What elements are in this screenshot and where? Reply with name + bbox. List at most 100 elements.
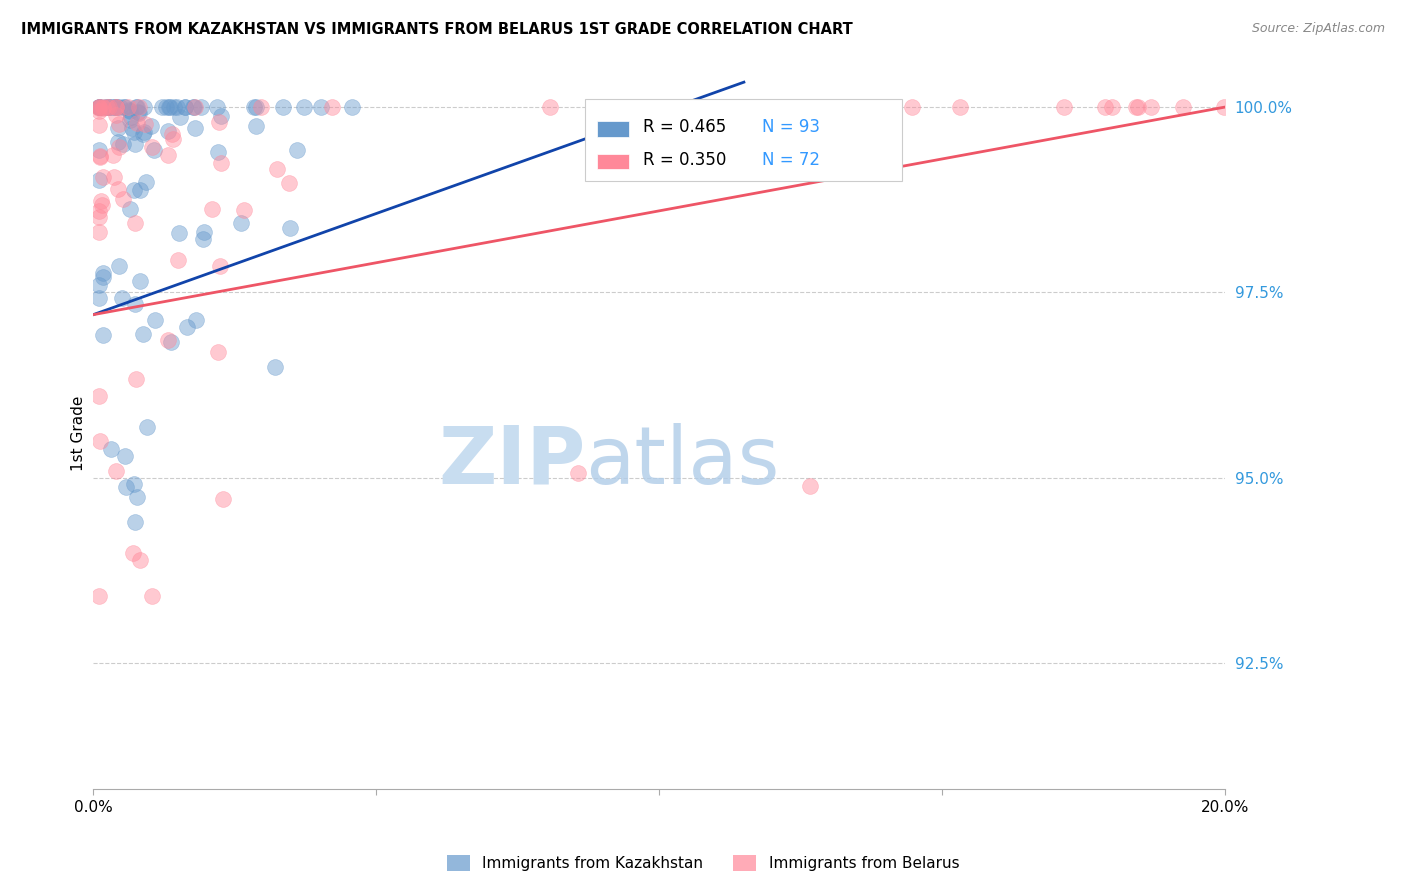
Point (160, 334, 183, 349)
Text: Source: ZipAtlas.com: Source: ZipAtlas.com (1251, 22, 1385, 36)
Point (1140, 100, 1163, 114)
Point (150, 100, 173, 114)
Point (100, 442, 122, 456)
Point (96, 100, 118, 114)
Text: N = 72: N = 72 (762, 151, 820, 169)
Point (107, 140, 129, 154)
Point (103, 148, 125, 162)
Point (122, 546, 145, 560)
Point (87, 143, 110, 157)
Point (209, 156, 232, 170)
Point (103, 169, 125, 184)
Point (124, 515, 146, 529)
Point (174, 100, 197, 114)
Point (1094, 100, 1116, 114)
Point (87, 173, 110, 187)
Point (108, 117, 131, 131)
Point (567, 466, 589, 480)
Point (1053, 100, 1076, 114)
Point (111, 192, 134, 206)
Point (1213, 100, 1236, 114)
Point (87, 100, 110, 114)
Point (191, 232, 214, 246)
Point (108, 100, 131, 114)
Y-axis label: 1st Grade: 1st Grade (72, 396, 86, 471)
Point (127, 100, 149, 114)
Point (266, 162, 288, 177)
Point (128, 100, 150, 114)
Text: R = 0.465: R = 0.465 (643, 119, 725, 136)
Point (127, 105, 149, 120)
Point (87, 100, 110, 114)
Point (118, 112, 141, 127)
Bar (596, 120, 628, 136)
Point (176, 320, 198, 334)
Point (96, 100, 118, 114)
Point (104, 100, 127, 114)
Point (91, 269, 114, 284)
Point (128, 552, 150, 566)
Point (98, 100, 121, 114)
Point (309, 100, 332, 114)
Point (87, 225, 110, 239)
Point (91, 266, 114, 280)
Point (87, 100, 110, 114)
Point (159, 100, 181, 114)
Point (89, 434, 111, 449)
Point (193, 225, 215, 239)
Point (156, 147, 179, 161)
Point (245, 119, 267, 133)
Point (190, 100, 212, 114)
Point (105, 464, 128, 478)
Point (94, 100, 117, 114)
Point (87, 204, 110, 219)
Point (271, 100, 294, 114)
Point (243, 100, 266, 114)
Point (107, 260, 129, 274)
Point (124, 216, 146, 230)
Point (209, 259, 232, 273)
Point (159, 100, 181, 114)
Point (100, 100, 122, 114)
Point (105, 100, 128, 114)
Point (1101, 100, 1123, 114)
Point (134, 117, 156, 131)
Point (264, 359, 287, 374)
Point (155, 100, 177, 114)
Point (136, 420, 159, 434)
Point (87, 118, 110, 132)
Point (127, 116, 149, 130)
Point (125, 490, 148, 504)
Point (104, 108, 127, 122)
Point (120, 110, 142, 124)
Bar (596, 153, 628, 169)
Point (118, 202, 141, 217)
Point (87, 590, 110, 604)
Point (91, 198, 114, 212)
Point (93, 100, 115, 114)
Point (1125, 100, 1147, 114)
Point (87, 104, 110, 119)
Point (87, 278, 110, 293)
Point (184, 121, 207, 136)
Point (250, 100, 273, 114)
Point (91, 101, 114, 115)
Point (141, 590, 163, 604)
Point (342, 100, 364, 114)
Point (117, 100, 139, 114)
Point (208, 115, 231, 129)
Point (122, 183, 145, 197)
Point (184, 100, 207, 114)
Point (1126, 100, 1149, 114)
Point (87, 100, 110, 114)
Point (111, 291, 134, 305)
Point (122, 125, 145, 139)
Point (132, 125, 155, 139)
Point (107, 100, 129, 114)
Point (97, 100, 120, 114)
Point (806, 100, 828, 114)
Point (245, 100, 267, 114)
Point (207, 145, 229, 160)
Text: R = 0.350: R = 0.350 (643, 151, 725, 169)
Point (89, 100, 111, 114)
